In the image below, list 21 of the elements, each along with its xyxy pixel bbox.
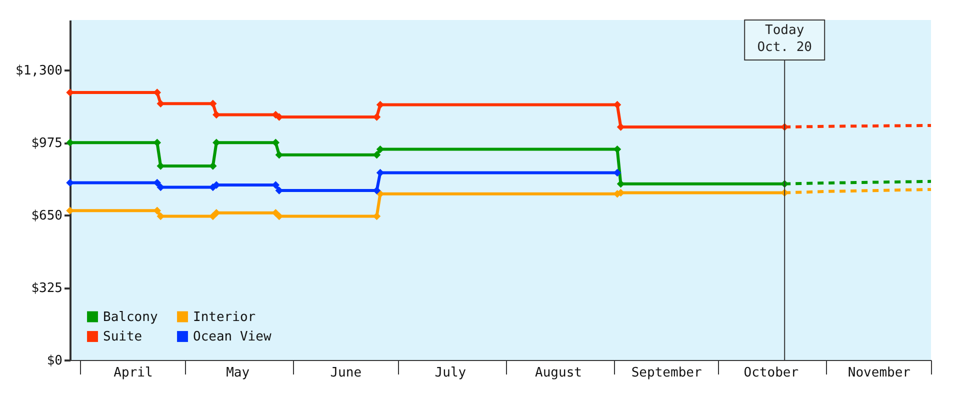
y-tick-label: $1,300 <box>16 64 62 79</box>
x-tick-label: April <box>114 366 153 380</box>
point <box>66 206 74 214</box>
legend-label: Interior <box>193 310 256 325</box>
legend-label: Balcony <box>103 310 158 325</box>
legend-label: Ocean View <box>193 330 272 344</box>
x-tick-label: May <box>226 366 250 380</box>
point <box>209 100 217 108</box>
point <box>66 138 74 146</box>
legend-label: Suite <box>103 330 142 344</box>
x-tick-label: August <box>535 366 582 380</box>
x-tick-label: September <box>631 366 702 380</box>
x-tick-label: June <box>330 366 362 380</box>
y-tick-label: $975 <box>31 136 62 152</box>
y-tick-label: $650 <box>31 208 62 224</box>
x-tick-label: October <box>744 366 799 380</box>
x-tick-label: November <box>848 366 911 380</box>
ref-line-label: Today Oct. 20 <box>757 23 812 55</box>
x-tick-label: July <box>434 366 466 380</box>
y-tick-label: $0 <box>46 354 62 368</box>
y-tick-label: $325 <box>31 281 62 296</box>
